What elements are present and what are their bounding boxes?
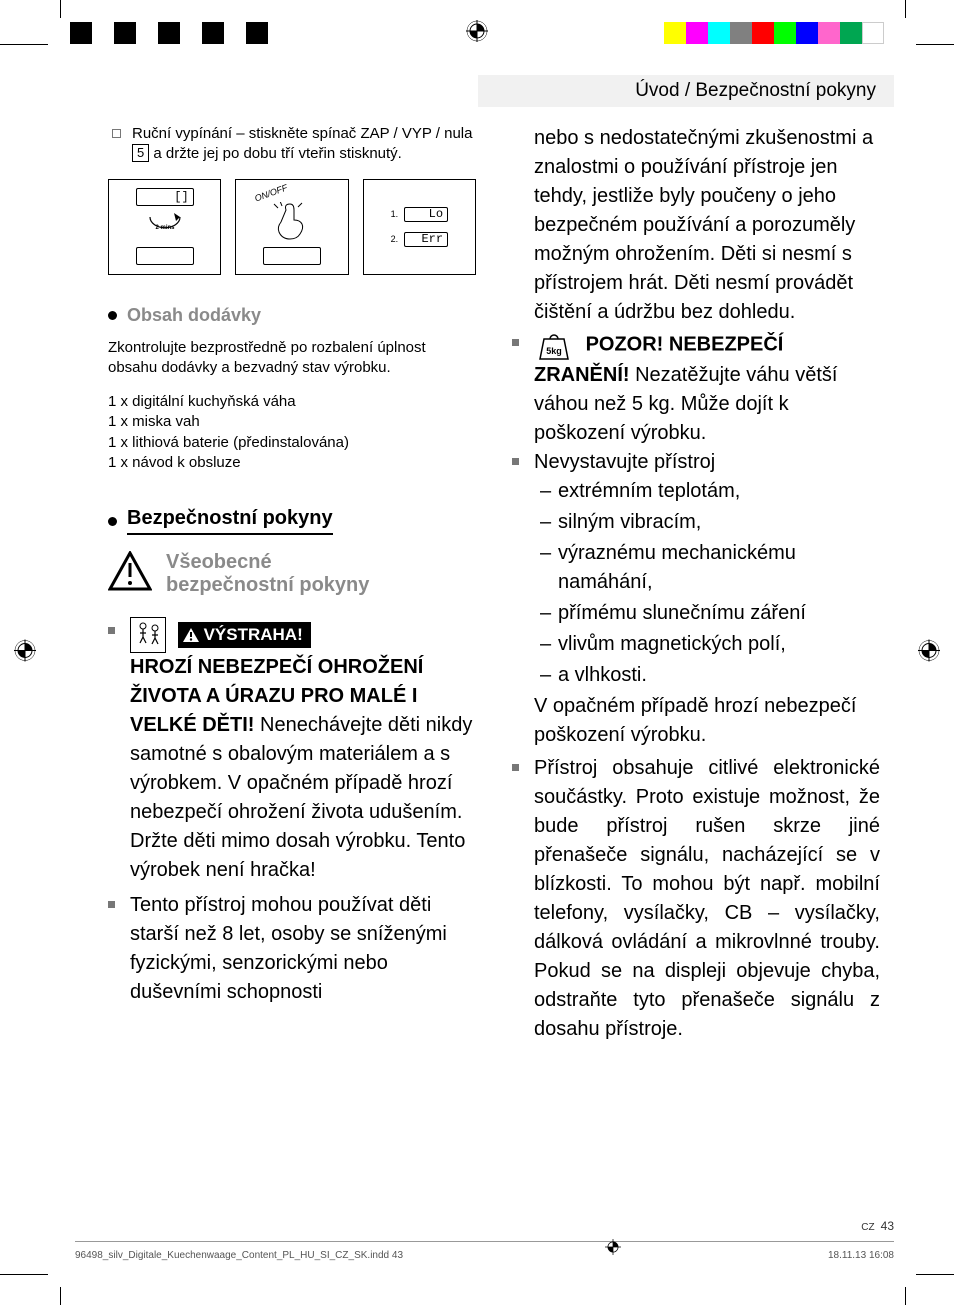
arrow-loop-icon: 2 mins <box>140 211 190 241</box>
expose-sublist: extrémním teplotám,silným vibracím,výraz… <box>534 477 880 690</box>
lcd-icon: Err <box>404 232 448 247</box>
color-swatch <box>818 22 840 44</box>
color-swatch <box>180 22 202 44</box>
subsection-title-line: bezpečnostní pokyny <box>166 574 369 597</box>
safety-list-right: 5kg POZOR! NEBEZPEČÍ ZRANĚNÍ! Nezatěžujt… <box>512 329 880 1044</box>
safety-item-overload: 5kg POZOR! NEBEZPEČÍ ZRANĚNÍ! Nezatěžujt… <box>512 329 880 448</box>
section-header-safety: Bezpečnostní pokyny <box>108 507 476 535</box>
color-swatch <box>158 22 180 44</box>
expose-subitem: výraznému mechanickému namáhání, <box>558 539 880 597</box>
page: Úvod / Bezpečnostní pokyny Ruční vypínán… <box>0 0 954 1305</box>
safety-item-age-continuation: nebo s nedostatečnými zkušenostmi a znal… <box>512 124 880 327</box>
expose-subitem: silným vibracím, <box>558 508 880 537</box>
warning-badge: VÝSTRAHA! <box>178 622 311 649</box>
manual-off-text: Ruční vypínání – stiskněte spínač ZAP / … <box>132 124 476 165</box>
delivery-item: 1 x digitální kuchyňská váha <box>108 392 476 412</box>
color-swatch <box>246 22 268 44</box>
section-header-delivery: Obsah dodávky <box>108 305 476 326</box>
safety-item-interference: Přístroj obsahuje citlivé elektro­nické … <box>512 754 880 1044</box>
color-swatch <box>114 22 136 44</box>
registration-mark-icon <box>14 639 36 666</box>
safety-item-expose: Nevystavujte přístroj extrémním teplotám… <box>512 448 880 750</box>
color-swatch <box>92 22 114 44</box>
color-swatch <box>730 22 752 44</box>
safety-item-children-warning: VÝSTRAHA! HROZÍ NEBEZPEČÍ OHROŽENÍ ŽIVOT… <box>108 617 476 885</box>
row-number: 1. <box>391 209 399 219</box>
finger-press-icon <box>264 202 320 242</box>
diagram-row: [] 2 mins ON/OFF <box>108 179 476 275</box>
lcd-icon: Lo <box>404 207 448 222</box>
color-swatch <box>752 22 774 44</box>
color-swatches-right <box>664 22 884 44</box>
expose-subitem: a vlhkosti. <box>558 661 880 690</box>
diagram-countdown: [] 2 mins <box>108 179 221 275</box>
color-swatch <box>796 22 818 44</box>
subsection-title-line: Všeobecné <box>166 551 369 574</box>
registration-mark-icon <box>918 639 940 666</box>
manual-off-item: Ruční vypínání – stiskněte spínač ZAP / … <box>108 124 476 165</box>
on-off-label: ON/OFF <box>254 182 289 203</box>
color-swatch <box>840 22 862 44</box>
lcd-icon <box>136 247 194 265</box>
bullet-icon <box>108 517 117 526</box>
page-header: Úvod / Bezpečnostní pokyny <box>478 75 894 107</box>
warning-triangle-icon <box>108 551 152 596</box>
delivery-item: 1 x návod k obsluze <box>108 453 476 473</box>
expose-subitem: extrémním teplotám, <box>558 477 880 506</box>
ref-number-box: 5 <box>132 144 149 162</box>
delivery-check-text: Zkontrolujte bezprostředně po rozbalení … <box>108 338 476 379</box>
child-hazard-icon <box>130 617 166 653</box>
warning-body: Nenechávejte děti nikdy samotné s obalov… <box>130 714 472 881</box>
color-swatch <box>686 22 708 44</box>
right-column: nebo s nedostatečnými zkušenostmi a znal… <box>512 124 880 1044</box>
row-number: 2. <box>391 234 399 244</box>
section-title: Bezpečnostní pokyny <box>127 507 333 535</box>
svg-text:2 mins: 2 mins <box>155 225 175 231</box>
expose-subitem: přímému slunečnímu záření <box>558 599 880 628</box>
content-area: Ruční vypínání – stiskněte spínač ZAP / … <box>108 124 894 1235</box>
page-number: CZ43 <box>861 1219 894 1233</box>
expose-subitem: vlivům magnetických polí, <box>558 630 880 659</box>
svg-text:5kg: 5kg <box>546 346 562 356</box>
crop-marks-top <box>0 0 954 48</box>
general-safety-header: Všeobecné bezpečnostní pokyny <box>108 551 476 597</box>
color-swatch <box>708 22 730 44</box>
color-swatch <box>774 22 796 44</box>
max-weight-icon: 5kg <box>534 329 574 361</box>
color-swatch <box>136 22 158 44</box>
registration-mark-icon <box>466 20 488 42</box>
square-bullet-icon <box>112 129 122 165</box>
lcd-icon: [] <box>136 188 194 206</box>
safety-item-age: Tento přístroj mohou používat děti starš… <box>108 891 476 1007</box>
crop-marks-bottom <box>0 1257 954 1305</box>
color-swatch <box>224 22 246 44</box>
diagram-press: ON/OFF <box>235 179 348 275</box>
delivery-item: 1 x miska vah <box>108 412 476 432</box>
color-swatch <box>202 22 224 44</box>
color-swatch <box>70 22 92 44</box>
color-swatch <box>862 22 884 44</box>
breadcrumb: Úvod / Bezpečnostní pokyny <box>635 80 876 102</box>
section-title: Obsah dodávky <box>127 305 261 326</box>
safety-list: VÝSTRAHA! HROZÍ NEBEZPEČÍ OHROŽENÍ ŽIVOT… <box>108 617 476 1007</box>
left-column: Ruční vypínání – stiskněte spínač ZAP / … <box>108 124 476 1007</box>
delivery-item: 1 x lithiová baterie (předinstalována) <box>108 433 476 453</box>
color-swatch <box>664 22 686 44</box>
bullet-icon <box>108 311 117 320</box>
warning-triangle-icon <box>182 627 200 643</box>
color-swatches-left <box>70 22 268 44</box>
lcd-icon <box>263 247 321 265</box>
diagram-errors: 1. Lo 2. Err <box>363 179 476 275</box>
